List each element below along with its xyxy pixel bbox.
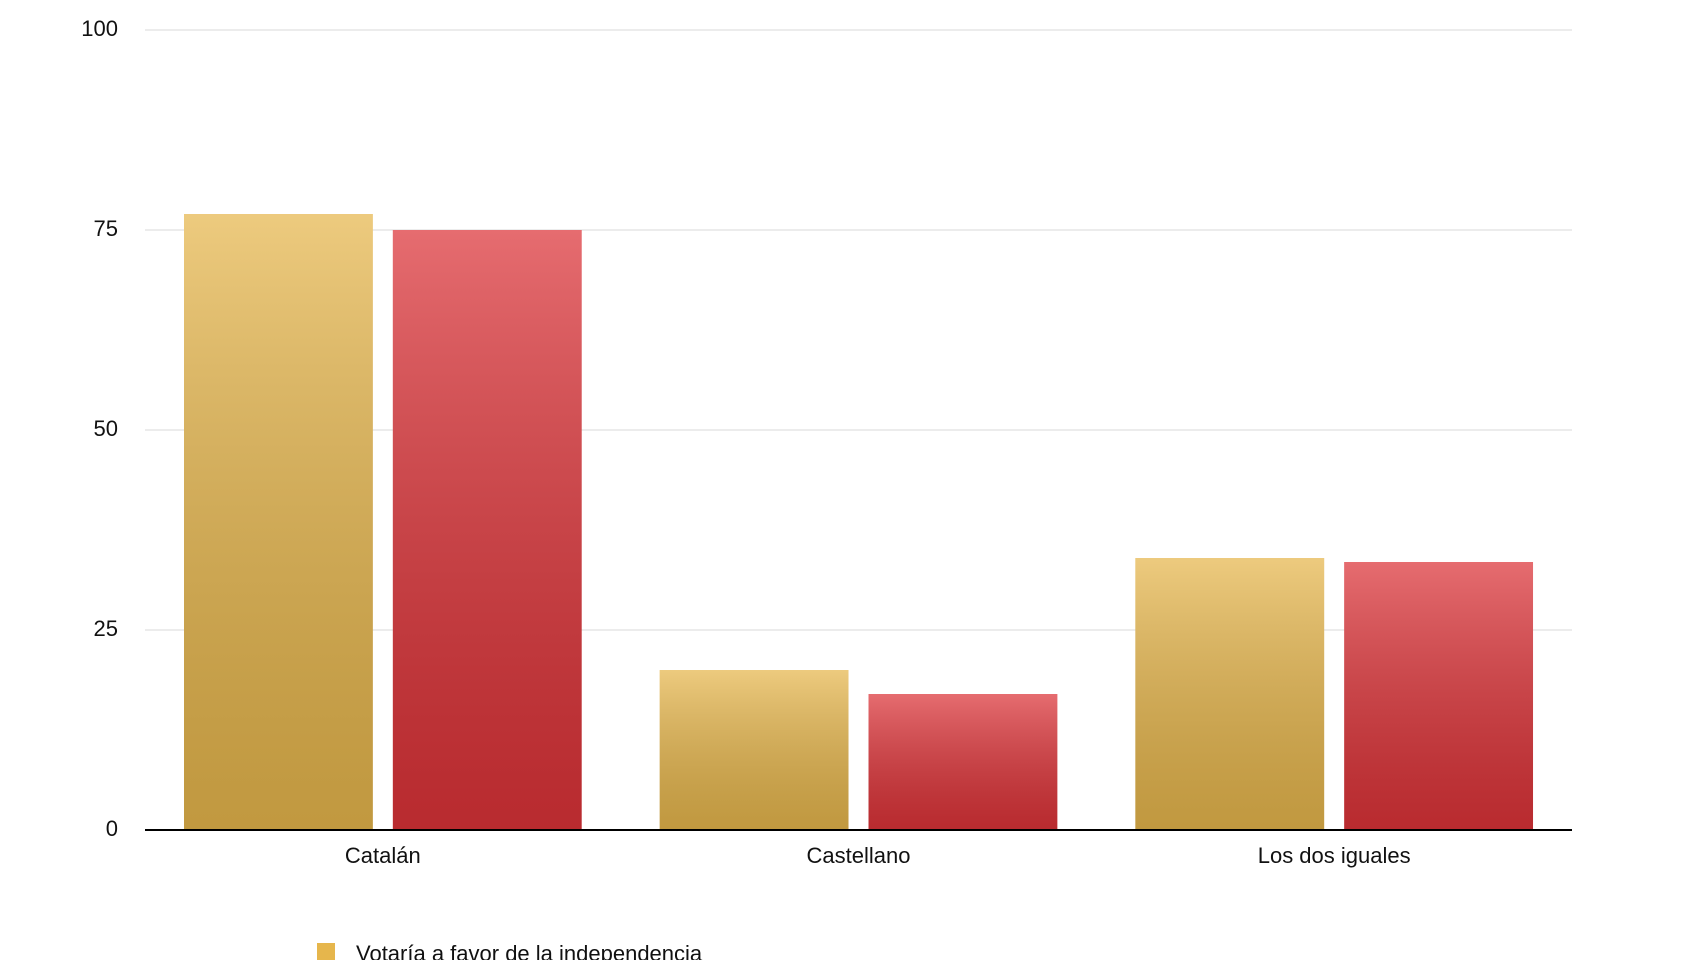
bar xyxy=(184,214,373,830)
legend-swatch xyxy=(317,943,335,960)
y-tick-label: 75 xyxy=(94,216,118,241)
bar xyxy=(1344,562,1534,830)
bar xyxy=(659,670,849,830)
bar xyxy=(392,230,582,830)
bar xyxy=(1135,558,1325,830)
x-tick-label: Catalán xyxy=(345,843,421,868)
legend-label: Votaría a favor de la independencia xyxy=(356,941,703,960)
x-tick-label: Los dos iguales xyxy=(1258,843,1411,868)
y-tick-label: 50 xyxy=(94,416,118,441)
x-tick-label: Castellano xyxy=(807,843,911,868)
bar xyxy=(868,694,1058,830)
y-tick-label: 25 xyxy=(94,616,118,641)
y-tick-label: 100 xyxy=(81,16,118,41)
y-tick-label: 0 xyxy=(106,816,118,841)
